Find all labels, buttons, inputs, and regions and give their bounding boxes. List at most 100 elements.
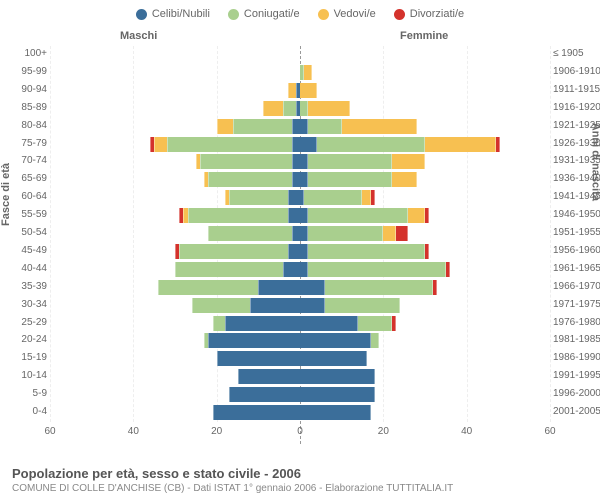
bar-segment xyxy=(300,137,317,152)
age-row: 65-691936-1940 xyxy=(50,171,550,188)
bar-segment xyxy=(408,208,425,223)
bar-segment xyxy=(179,244,287,259)
birth-label: 2001-2005 xyxy=(553,406,600,417)
birth-label: ≤ 1905 xyxy=(553,48,600,59)
bar-female xyxy=(300,172,417,187)
bar-female xyxy=(300,351,367,366)
bar-segment xyxy=(208,226,291,241)
birth-label: 1931-1935 xyxy=(553,155,600,166)
bar-female xyxy=(300,244,429,259)
birth-label: 1971-1975 xyxy=(553,299,600,310)
bar-segment xyxy=(304,190,362,205)
bar-male xyxy=(263,101,300,116)
bar-segment xyxy=(300,208,308,223)
age-row: 40-441961-1965 xyxy=(50,261,550,278)
bar-segment xyxy=(208,172,291,187)
bar-segment xyxy=(213,316,226,331)
bar-group xyxy=(50,119,550,134)
age-label: 100+ xyxy=(17,48,47,59)
bar-male xyxy=(238,369,301,384)
bar-group xyxy=(50,226,550,241)
bar-female xyxy=(300,226,408,241)
bar-female xyxy=(300,208,429,223)
bar-group xyxy=(50,405,550,420)
birth-label: 1996-2000 xyxy=(553,388,600,399)
birth-label: 1926-1930 xyxy=(553,138,600,149)
age-row: 55-591946-1950 xyxy=(50,207,550,224)
bar-female xyxy=(300,65,312,80)
birth-label: 1906-1910 xyxy=(553,66,600,77)
legend: Celibi/NubiliConiugati/eVedovi/eDivorzia… xyxy=(0,0,600,24)
age-row: 45-491956-1960 xyxy=(50,243,550,260)
birth-label: 1916-1920 xyxy=(553,102,600,113)
age-row: 85-891916-1920 xyxy=(50,100,550,117)
age-label: 80-84 xyxy=(17,120,47,131)
age-row: 35-391966-1970 xyxy=(50,279,550,296)
age-row: 75-791926-1930 xyxy=(50,136,550,153)
age-label: 50-54 xyxy=(17,227,47,238)
birth-label: 1951-1955 xyxy=(553,227,600,238)
bar-segment xyxy=(362,190,370,205)
age-row: 50-541951-1955 xyxy=(50,225,550,242)
x-tick: 60 xyxy=(44,426,55,437)
bar-male xyxy=(196,154,300,169)
bar-segment xyxy=(213,405,301,420)
bar-female xyxy=(300,280,437,295)
bar-segment xyxy=(225,316,300,331)
bar-male xyxy=(192,298,300,313)
bar-segment xyxy=(288,83,296,98)
bar-male xyxy=(179,208,300,223)
bar-segment xyxy=(317,137,425,152)
age-label: 20-24 xyxy=(17,334,47,345)
x-tick: 40 xyxy=(128,426,139,437)
bar-group xyxy=(50,387,550,402)
bar-segment xyxy=(396,226,409,241)
bar-segment xyxy=(358,316,391,331)
pyramid-chart: 100+≤ 190595-991906-191090-941911-191585… xyxy=(50,46,550,444)
bar-segment xyxy=(300,333,371,348)
bar-group xyxy=(50,101,550,116)
bar-group xyxy=(50,280,550,295)
bar-segment xyxy=(308,226,383,241)
bar-group xyxy=(50,172,550,187)
bar-female xyxy=(300,262,450,277)
age-row: 10-141991-1995 xyxy=(50,368,550,385)
bar-segment xyxy=(392,316,396,331)
legend-swatch xyxy=(228,9,239,20)
bar-group xyxy=(50,351,550,366)
bar-male xyxy=(217,119,300,134)
bar-segment xyxy=(300,298,325,313)
bar-group xyxy=(50,83,550,98)
bar-segment xyxy=(300,351,367,366)
age-row: 0-42001-2005 xyxy=(50,404,550,421)
age-label: 35-39 xyxy=(17,281,47,292)
age-row: 100+≤ 1905 xyxy=(50,46,550,63)
bar-segment xyxy=(308,154,391,169)
bar-segment xyxy=(292,154,300,169)
bar-segment xyxy=(300,280,325,295)
bar-female xyxy=(300,369,375,384)
bar-male xyxy=(217,351,300,366)
bar-segment xyxy=(446,262,450,277)
legend-item: Coniugati/e xyxy=(228,8,300,20)
bar-segment xyxy=(325,280,433,295)
bar-segment xyxy=(229,190,287,205)
age-label: 65-69 xyxy=(17,173,47,184)
bar-segment xyxy=(233,119,291,134)
bar-group xyxy=(50,244,550,259)
age-row: 25-291976-1980 xyxy=(50,315,550,332)
age-row: 70-741931-1935 xyxy=(50,153,550,170)
age-label: 55-59 xyxy=(17,209,47,220)
x-tick: 0 xyxy=(297,426,303,437)
age-label: 15-19 xyxy=(17,352,47,363)
bar-segment xyxy=(433,280,437,295)
chart-subtitle: COMUNE DI COLLE D'ANCHISE (CB) - Dati IS… xyxy=(12,483,588,494)
legend-label: Vedovi/e xyxy=(334,8,376,20)
bar-segment xyxy=(300,83,317,98)
birth-label: 1936-1940 xyxy=(553,173,600,184)
bar-segment xyxy=(208,333,300,348)
birth-label: 1986-1990 xyxy=(553,352,600,363)
bar-segment xyxy=(167,137,292,152)
age-label: 30-34 xyxy=(17,299,47,310)
bar-group xyxy=(50,208,550,223)
